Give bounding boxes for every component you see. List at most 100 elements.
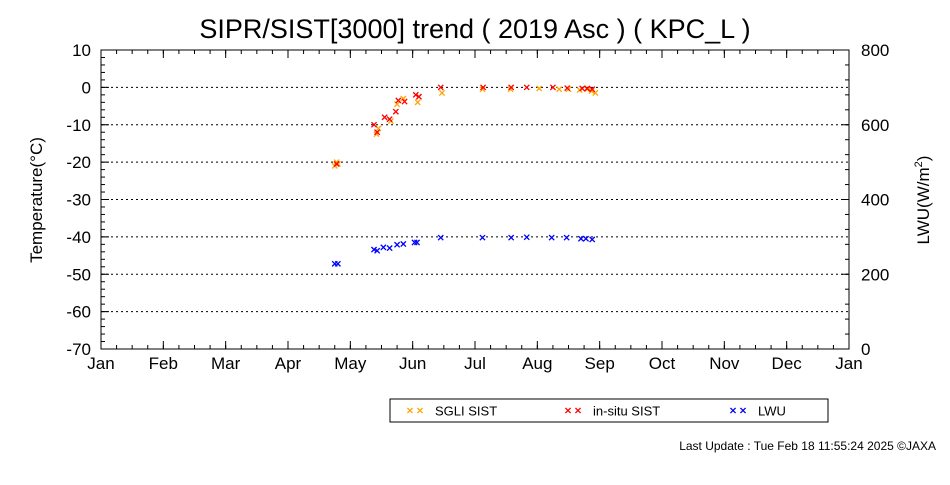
x-tick-label: Nov (709, 354, 740, 373)
x-tick-label: Jun (399, 354, 426, 373)
data-point (386, 116, 393, 123)
x-tick-label: Sep (585, 354, 615, 373)
x-tick-label: Dec (772, 354, 803, 373)
data-point (374, 129, 381, 136)
data-point (548, 234, 555, 241)
marker-stroke (508, 84, 515, 91)
marker-stroke (592, 89, 599, 97)
data-point (395, 97, 402, 104)
data-point (437, 234, 444, 241)
marker-stroke (413, 239, 421, 246)
chart-title: SIPR/SIST[3000] trend ( 2019 Asc ) ( KPC… (199, 14, 750, 44)
y2-tick-label: 800 (861, 41, 889, 60)
marker-stroke (394, 101, 401, 108)
data-point (374, 247, 381, 254)
marker-stroke (582, 235, 590, 242)
marker-stroke (370, 246, 378, 253)
marker-stroke (334, 160, 341, 168)
data-point (579, 85, 586, 92)
marker-stroke (334, 260, 341, 267)
y-axis-label: Temperature(°C) (27, 137, 46, 263)
marker-stroke (401, 98, 408, 105)
series-lwu (331, 234, 596, 267)
y2-tick-label: 200 (861, 265, 889, 284)
x-tick-label: Jul (464, 354, 486, 373)
legend-label: in-situ SIST (593, 404, 660, 419)
last-update-text: Last Update : Tue Feb 18 11:55:24 2025 ©… (679, 439, 936, 453)
data-point (381, 114, 388, 121)
data-point (411, 239, 418, 246)
marker-stroke (411, 239, 418, 246)
data-point (556, 86, 563, 93)
marker-stroke (508, 234, 515, 241)
y2-axis-label-sup: 2 (913, 161, 925, 167)
marker-stroke (556, 86, 563, 93)
data-point (373, 131, 380, 138)
x-tick-label: Jan (835, 354, 862, 373)
marker-stroke (523, 234, 530, 241)
data-point (584, 85, 591, 92)
data-point (413, 239, 421, 246)
y-tick-label: -10 (66, 116, 91, 135)
y2-axis-label-close: ) (914, 156, 933, 162)
marker-stroke (479, 86, 486, 93)
marker-stroke (523, 84, 530, 91)
data-point (508, 84, 515, 91)
legend-marker (564, 407, 572, 414)
y2-axis-label-base: LWU(W/m (914, 167, 933, 244)
marker-stroke (549, 84, 556, 91)
marker-stroke (739, 407, 747, 414)
marker-stroke (374, 247, 381, 254)
marker-stroke (386, 116, 393, 123)
y-tick-label: 10 (72, 41, 91, 60)
y-tick-label: -40 (66, 228, 91, 247)
marker-stroke (416, 407, 424, 414)
data-point (577, 235, 585, 242)
marker-stroke (437, 234, 444, 241)
data-point (588, 88, 595, 95)
data-point (564, 85, 571, 92)
x-tick-label: Jan (87, 354, 114, 373)
data-point (333, 160, 340, 168)
data-point (401, 98, 408, 105)
data-point (563, 234, 570, 241)
marker-stroke (394, 241, 401, 248)
y-tick-label: -70 (66, 340, 91, 359)
series-in-situ-sist (333, 84, 596, 168)
data-point (508, 234, 515, 241)
marker-stroke (380, 244, 387, 251)
marker-stroke (415, 93, 422, 100)
marker-stroke (564, 407, 572, 414)
marker-stroke (374, 129, 381, 136)
data-point (523, 234, 530, 241)
marker-stroke (395, 97, 402, 104)
marker-stroke (479, 234, 486, 241)
data-point (549, 84, 556, 91)
data-point (394, 241, 401, 248)
marker-stroke (333, 160, 340, 168)
marker-stroke (563, 234, 570, 241)
y-tick-label: -50 (66, 265, 91, 284)
data-point (414, 99, 421, 106)
data-point (507, 86, 514, 93)
marker-stroke (577, 235, 585, 242)
data-point (334, 160, 341, 168)
marker-stroke (507, 86, 514, 93)
x-tick-label: Aug (522, 354, 552, 373)
data-point (437, 84, 444, 91)
y2-tick-label: 0 (861, 340, 870, 359)
marker-stroke (400, 240, 407, 248)
marker-stroke (370, 121, 378, 128)
data-point (386, 245, 393, 252)
y2-tick-label: 400 (861, 191, 889, 210)
legend-marker (406, 407, 414, 414)
legend-marker (729, 407, 737, 414)
marker-stroke (584, 85, 591, 92)
marker-stroke (589, 86, 596, 93)
axes: 100-10-20-30-40-50-60-708006004002000Jan… (66, 41, 889, 373)
legend-marker (574, 407, 582, 414)
data-marks (331, 84, 599, 267)
data-point (589, 86, 596, 93)
